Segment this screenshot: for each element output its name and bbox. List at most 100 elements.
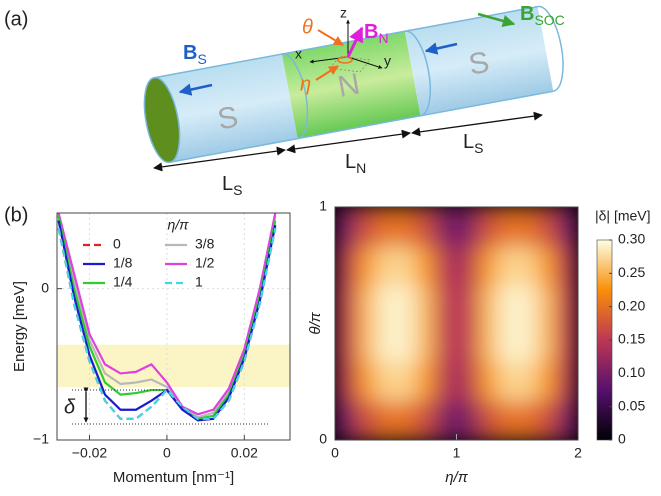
colorbar-tick-label: 0.15 [618,331,645,347]
heatmap-cell [335,401,356,440]
theta-label: θ [302,16,313,38]
heatmap-cell [375,207,397,247]
field-arrow [424,42,458,55]
heatmap-cell [395,245,417,286]
heatmap-chart: 0 1 2 0 1 η/π θ/π 0 0.05 0.10 0.15 0.20 0.25 0.30 |δ| … [307,198,651,486]
colorbar-tick-label: 0.20 [618,297,645,313]
angle-arrow [317,29,344,46]
heatmap-cell [375,245,397,286]
legend-label: 1/4 [113,274,133,290]
axis-label: z [340,5,347,21]
legend-label: 1 [195,274,203,290]
angle-arrow [315,65,339,81]
axis-y [347,56,383,69]
field-label: BSOC [520,3,565,27]
heatmap-cell [355,207,376,247]
heatmap-cell [375,284,397,324]
heatmap-cell [416,284,437,324]
outline [154,5,538,79]
heatmap-cell [557,362,578,402]
heatmap-cell [436,323,457,363]
colorbar-tick-label: 0.30 [618,231,645,247]
heatmap-cell [395,207,417,247]
colorbar-tick-label: 0.05 [618,397,645,413]
y-tick-label: −1 [33,431,49,447]
length-label: LS [463,131,483,155]
heatmap-cell [355,362,376,402]
heatmap-cell [375,401,397,440]
length-main: L [345,151,356,173]
axis-label: y [384,53,391,69]
heatmap-cell [436,207,457,247]
x-axis-label: η/π [445,469,468,486]
y-axis-label: θ/π [307,311,324,334]
heatmap-cell [375,362,397,402]
heatmap-cell [335,207,356,247]
heatmap-cell [476,323,498,363]
series-line [57,213,277,416]
field-label: BS [183,42,207,66]
heatmap-cell [537,362,559,402]
heatmap-cell [335,362,356,402]
heatmap-cell [537,284,559,324]
heatmap-cell [456,323,478,363]
y-tick-label: 1 [319,198,327,214]
legend-label: 0 [113,236,121,252]
colorbar-tick-label: 0.10 [618,364,645,380]
y-axis-label: Energy [meV] [11,281,28,372]
series-line [57,220,277,422]
heatmap-cell [476,284,498,324]
heatmap-cell [335,284,356,324]
heatmap-cell [335,245,356,286]
heatmap-cell [517,284,538,324]
heatmap-cell [517,362,538,402]
heatmap-cell [537,401,559,440]
legend-label: 3/8 [195,236,215,252]
field-arrow [346,26,364,58]
series-line [57,214,277,419]
legend-label: 1/8 [113,255,133,271]
length-sub: S [474,140,483,156]
heatmap-cell [557,323,578,363]
s-segment [404,6,554,116]
heatmap-cell [497,401,518,440]
colorbar-label: |δ| [meV] [595,208,651,224]
plot-frame [334,206,579,441]
heatmap-cell [335,323,356,363]
heatmap-blur [335,207,578,440]
field-main: B [183,42,197,64]
colorbar-tick-label: 0.25 [618,264,645,280]
heatmap-cell [497,284,518,324]
eta-label: η [300,73,311,95]
length-main: L [463,131,474,153]
length-arrow [286,129,411,154]
heatmap-cell [537,207,559,247]
heatmap-cell [436,401,457,440]
length-main: L [222,173,233,195]
heatmap-cell [517,207,538,247]
field-sub: N [378,30,388,46]
heatmap-cell [375,323,397,363]
field-arrow [178,83,213,96]
heatmap-cell [416,323,437,363]
s-segment [154,54,298,163]
x-tick-label: 1 [453,445,461,461]
heatmap-cell [456,284,478,324]
heatmap-cell [537,323,559,363]
x-tick-label: 0 [331,445,339,461]
legend-title: η/π [167,217,189,233]
heatmap-cell [497,323,518,363]
heatmap-cell [517,401,538,440]
heatmap-cell [517,245,538,286]
heatmap-cell [517,323,538,363]
heatmap-cell [497,362,518,402]
delta-label: δ [64,396,76,418]
heatmap-cell [456,245,478,286]
heatmap-cell [395,323,417,363]
field-sub: S [197,51,206,67]
heatmap-cell [476,362,498,402]
heatmap-cell [557,284,578,324]
y-tick-label: 0 [41,279,49,295]
n-segment [281,31,421,139]
heatmap-cell [557,401,578,440]
